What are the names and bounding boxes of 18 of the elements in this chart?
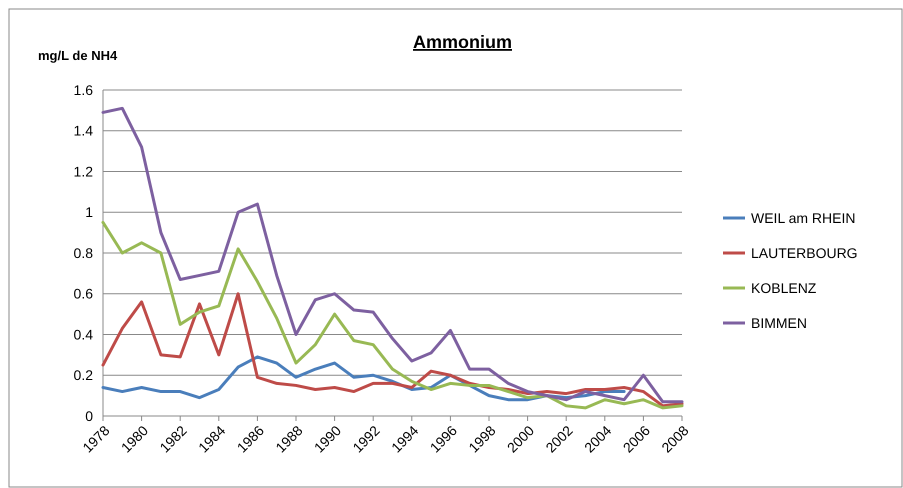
y-tick-label: 1.2	[74, 163, 94, 180]
y-tick-label: 0	[85, 408, 94, 424]
y-tick-label: 1.4	[74, 122, 94, 139]
y-tick-label: 1	[85, 204, 94, 220]
y-tick-label: 0.8	[74, 244, 94, 261]
legend-label: BIMMEN	[751, 314, 807, 331]
y-tick-label: 1.6	[74, 82, 94, 98]
y-axis-title: mg/L de NH4	[38, 48, 118, 63]
legend-label: WEIL am RHEIN	[751, 210, 856, 226]
y-tick-label: 0.6	[74, 286, 94, 302]
line-series	[102, 106, 684, 404]
y-tick-label: 0.2	[74, 367, 94, 384]
y-tick-label: 0.4	[74, 326, 94, 342]
chart-title: Ammonium	[413, 32, 512, 52]
legend-label: LAUTERBOURG	[751, 244, 858, 261]
line-series	[102, 220, 684, 410]
line-series	[102, 292, 684, 408]
legend-label: KOBLENZ	[751, 280, 817, 296]
